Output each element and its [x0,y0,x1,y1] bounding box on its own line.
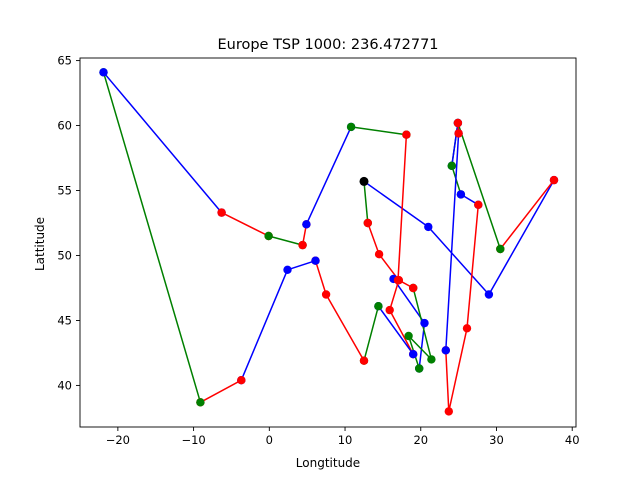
city-point-13-2 [385,305,394,315]
route-segment-15 [363,305,380,362]
city-point-18-0 [237,376,246,385]
city-point-6-0 [474,200,483,209]
x-tick-label: 20 [413,433,428,447]
city-point-15-0 [374,302,383,311]
route-segment-21 [220,211,270,237]
y-tick-label: 60 [57,119,72,133]
city-point-22-0 [264,231,273,241]
chart-title: Europe TSP 1000: 236.472771 [217,37,438,53]
city-point-8-1 [454,129,463,138]
route-segment-18 [199,379,243,404]
city-point-12-0 [415,364,424,373]
x-tick-label: 0 [266,433,273,447]
city-point-1-0 [549,175,559,185]
y-tick-label: 40 [57,378,72,392]
city-point-12-2 [427,355,436,364]
y-axis-label: Lattitude [33,217,47,271]
route-segment-14 [377,305,414,355]
x-tick-label: 10 [338,433,353,447]
route-segment-6 [445,204,480,413]
route-segment-20 [102,71,223,214]
route-segment-13 [388,279,414,355]
y-tick-label: 50 [57,248,72,262]
city-point-8-0 [453,118,463,128]
city-point-26-0 [402,130,411,139]
city-point-11-1 [420,318,429,328]
city-point-17-0 [311,256,320,265]
route-segment-26 [397,133,408,281]
x-tick-label: 40 [565,433,580,447]
city-point-14-0 [409,350,418,359]
y-tick-label: 45 [57,313,72,327]
city-point-16-1 [321,290,331,299]
x-axis-label: Longtitude [296,456,360,470]
city-point-4-0 [447,161,456,170]
city-point-10-1 [374,250,384,259]
city-point-19-0 [196,398,205,407]
route-segment-22 [267,235,304,246]
city-point-10-0 [363,218,372,228]
route-segment-0 [363,179,555,296]
y-tick-label: 55 [57,184,72,198]
route-segment-25 [350,126,408,136]
route-segment-24 [305,126,352,226]
city-point-0-2 [484,290,494,299]
x-tick-label: −10 [181,433,205,447]
plot-frame [79,57,577,428]
route-segment-7 [445,132,460,352]
y-tick-label: 65 [57,54,72,68]
route-segment-1 [499,179,555,250]
city-point-17-1 [283,265,292,274]
city-point-0-1 [424,222,433,232]
city-point-7-0 [441,346,450,355]
city-point-16-0 [359,356,369,365]
x-tick-label: 30 [489,433,504,447]
city-point-26-1 [393,276,403,285]
start-city-point [359,176,369,186]
city-point-2-0 [496,244,505,254]
city-point-12-1 [404,331,413,341]
city-point-24-0 [302,220,311,229]
city-point-20-0 [99,68,108,77]
city-point-25-0 [346,122,356,132]
city-point-5-0 [456,190,466,199]
route-segment-19 [102,71,202,404]
city-point-21-0 [217,208,226,217]
x-tick-label: −20 [106,433,130,447]
plot-marks [99,68,559,416]
city-point-13-0 [409,283,418,293]
city-point-6-2 [444,407,453,416]
axes: −20 −10 0 10 20 30 40 40 45 50 55 60 65 [57,54,579,447]
city-point-23-0 [298,240,307,250]
route-segment-9 [363,180,369,224]
city-point-6-1 [462,324,472,333]
